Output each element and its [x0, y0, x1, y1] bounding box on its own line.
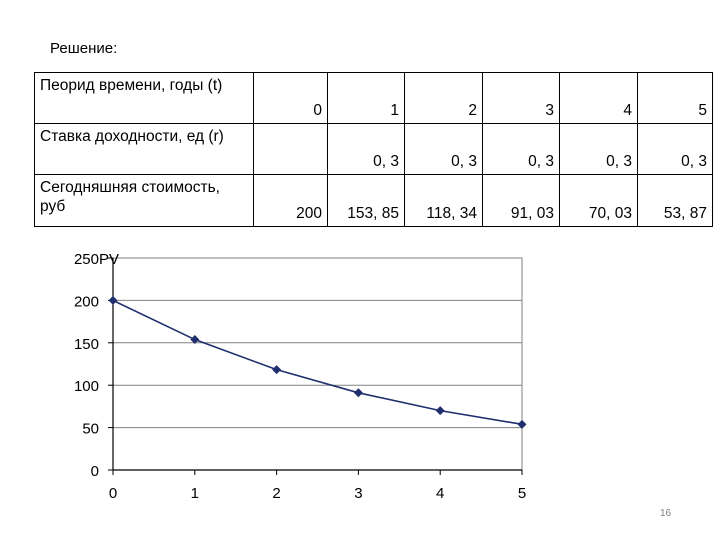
solution-heading: Решение: — [50, 40, 118, 57]
table-cell: 91, 03 — [482, 174, 560, 227]
row-label: Сегодняшняя стоимость, руб — [34, 174, 254, 227]
row-label: Пеорид времени, годы (t) — [34, 72, 254, 124]
x-tick-label: 5 — [518, 485, 526, 502]
y-tick-label: 200 — [74, 293, 99, 310]
table-cell: 0, 3 — [637, 123, 713, 175]
data-point — [190, 335, 200, 345]
x-tick-label: 2 — [272, 485, 280, 502]
y-tick-label: 250 — [74, 251, 99, 268]
table-cell: 70, 03 — [559, 174, 638, 227]
table-row: Сегодняшняя стоимость, руб 200 153, 85 1… — [34, 174, 713, 227]
x-tick-label: 3 — [354, 485, 362, 502]
row-label: Ставка доходности, ед (r) — [34, 123, 254, 175]
data-point — [272, 365, 282, 375]
table-cell: 0, 3 — [482, 123, 560, 175]
x-tick-label: 1 — [191, 485, 199, 502]
data-point — [517, 419, 527, 429]
table-row: Пеорид времени, годы (t) 0 1 2 3 4 5 — [34, 72, 713, 124]
x-tick-label: 4 — [436, 485, 444, 502]
data-table: Пеорид времени, годы (t) 0 1 2 3 4 5 Ста… — [34, 72, 713, 227]
table-row: Ставка доходности, ед (r) 0, 3 0, 3 0, 3… — [34, 123, 713, 175]
table-cell: 5 — [637, 72, 713, 124]
plot-area — [112, 257, 523, 471]
table-cell: 3 — [482, 72, 560, 124]
y-tick-label: 50 — [82, 421, 99, 438]
y-axis-label: PV — [99, 251, 119, 268]
table-cell: 0, 3 — [404, 123, 483, 175]
data-point — [353, 388, 363, 398]
table-cell: 53, 87 — [637, 174, 713, 227]
x-tick-label: 0 — [109, 485, 117, 502]
data-point — [108, 295, 118, 305]
table-cell: 118, 34 — [404, 174, 483, 227]
table-cell: 0 — [253, 72, 328, 124]
y-tick-label: 0 — [91, 463, 99, 480]
table-cell: 4 — [559, 72, 638, 124]
table-cell — [253, 123, 328, 175]
table-cell: 153, 85 — [327, 174, 405, 227]
series-line — [112, 299, 523, 426]
y-tick-label: 100 — [74, 378, 99, 395]
data-point — [435, 406, 445, 416]
y-tick-label: 150 — [74, 336, 99, 353]
page-number: 16 — [660, 508, 672, 519]
